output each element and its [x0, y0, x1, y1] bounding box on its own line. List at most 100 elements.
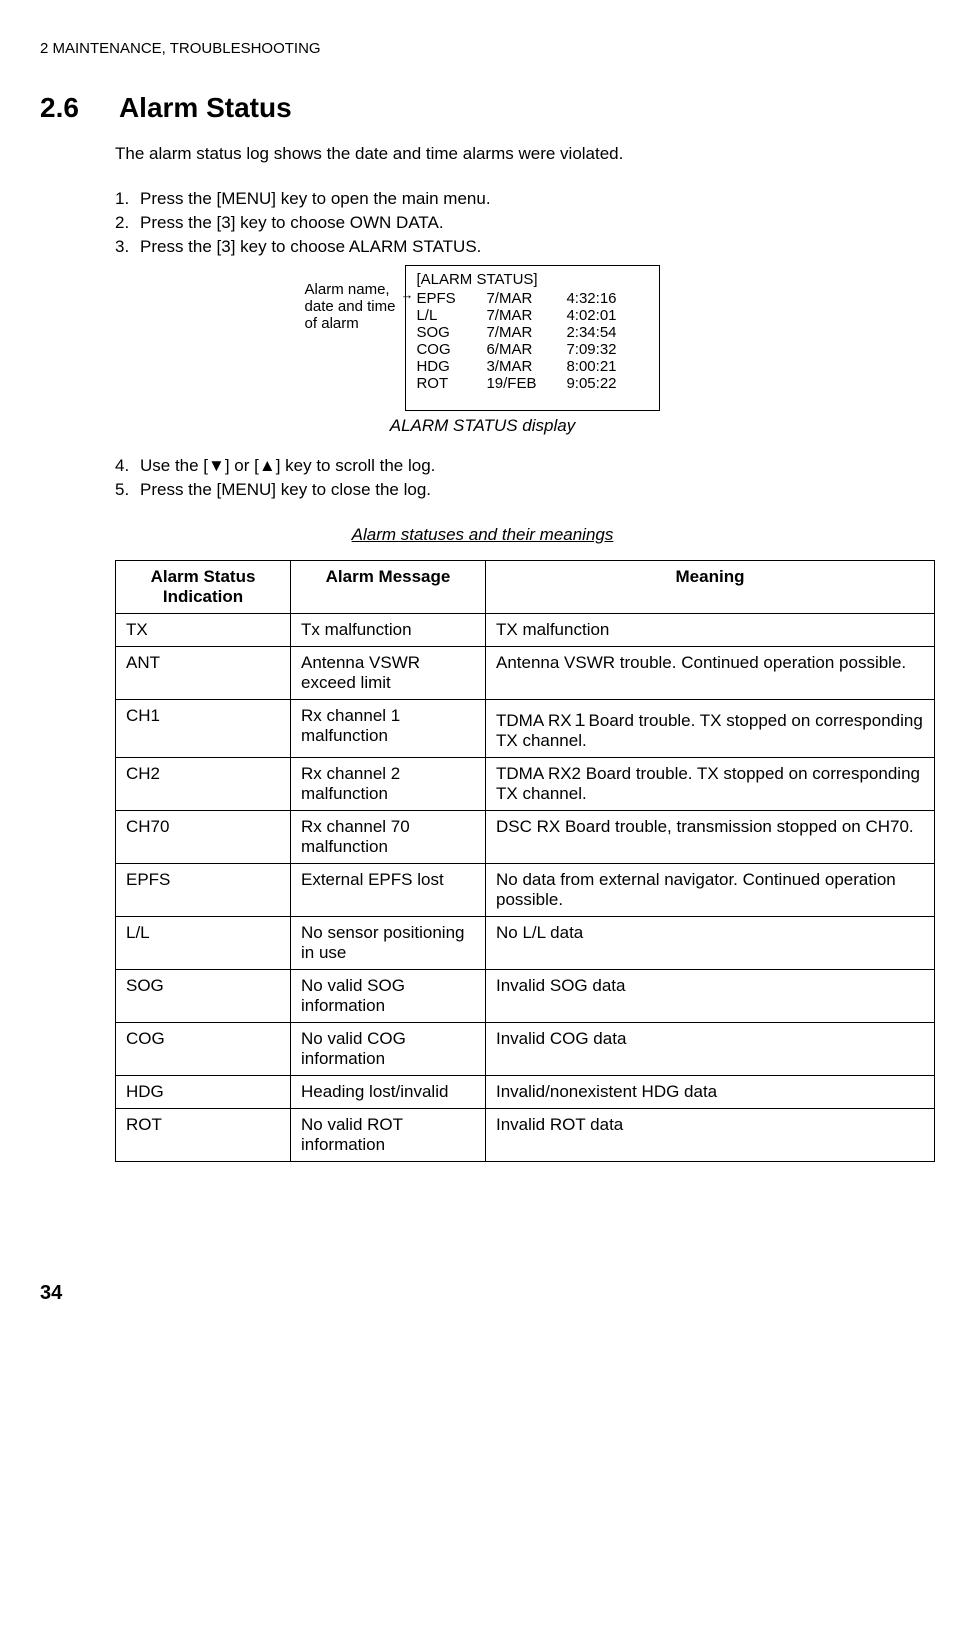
alarm-date: 19/FEB: [486, 375, 566, 392]
alarm-time: 7:09:32: [566, 341, 649, 358]
step-num: 1.: [115, 189, 140, 209]
section-title: Alarm Status: [119, 92, 292, 124]
cell-message: Tx malfunction: [291, 614, 486, 647]
col-header-message: Alarm Message: [291, 561, 486, 614]
step-item: 2. Press the [3] key to choose OWN DATA.: [115, 213, 925, 233]
col-header-indication: Alarm Status Indication: [116, 561, 291, 614]
cell-indication: COG: [116, 1023, 291, 1076]
cell-message: No valid COG information: [291, 1023, 486, 1076]
step-num: 5.: [115, 480, 140, 500]
table-row: L/L No sensor positioning in use No L/L …: [116, 917, 935, 970]
cell-indication: ROT: [116, 1109, 291, 1162]
cell-indication: CH1: [116, 700, 291, 758]
cell-meaning: Invalid/nonexistent HDG data: [486, 1076, 935, 1109]
alarm-time: 9:05:22: [566, 375, 649, 392]
step-item: 1. Press the [MENU] key to open the main…: [115, 189, 925, 209]
alarm-name: SOG: [416, 324, 486, 341]
cell-indication: CH70: [116, 811, 291, 864]
alarm-log-row: SOG 7/MAR 2:34:54: [416, 324, 649, 341]
steps-list-a: 1. Press the [MENU] key to open the main…: [115, 189, 925, 257]
cell-meaning: No data from external navigator. Continu…: [486, 864, 935, 917]
alarm-log-row: HDG 3/MAR 8:00:21: [416, 358, 649, 375]
table-row: EPFS External EPFS lost No data from ext…: [116, 864, 935, 917]
cell-meaning: No L/L data: [486, 917, 935, 970]
table-row: CH2 Rx channel 2 malfunction TDMA RX2 Bo…: [116, 758, 935, 811]
step-num: 2.: [115, 213, 140, 233]
cell-indication: EPFS: [116, 864, 291, 917]
alarm-time: 8:00:21: [566, 358, 649, 375]
cell-meaning: DSC RX Board trouble, transmission stopp…: [486, 811, 935, 864]
alarm-log-row: EPFS 7/MAR 4:32:16: [416, 290, 649, 307]
alarm-name: ROT: [416, 375, 486, 392]
step-text: Press the [3] key to choose ALARM STATUS…: [140, 237, 925, 257]
step-item: 5. Press the [MENU] key to close the log…: [115, 480, 925, 500]
diagram-label-3: of alarm: [305, 315, 396, 332]
cell-message: No sensor positioning in use: [291, 917, 486, 970]
step-num: 4.: [115, 456, 140, 476]
alarm-name: COG: [416, 341, 486, 358]
cell-meaning: Antenna VSWR trouble. Continued operatio…: [486, 647, 935, 700]
cell-indication: SOG: [116, 970, 291, 1023]
alarm-log-row: L/L 7/MAR 4:02:01: [416, 307, 649, 324]
cell-message: Antenna VSWR exceed limit: [291, 647, 486, 700]
cell-meaning: Invalid COG data: [486, 1023, 935, 1076]
table-row: ROT No valid ROT information Invalid ROT…: [116, 1109, 935, 1162]
step-text: Use the [▼] or [▲] key to scroll the log…: [140, 456, 925, 476]
table-row: SOG No valid SOG information Invalid SOG…: [116, 970, 935, 1023]
step-text: Press the [3] key to choose OWN DATA.: [140, 213, 925, 233]
step-item: 3. Press the [3] key to choose ALARM STA…: [115, 237, 925, 257]
cell-indication: CH2: [116, 758, 291, 811]
cell-indication: ANT: [116, 647, 291, 700]
step-text: Press the [MENU] key to close the log.: [140, 480, 925, 500]
alarm-date: 7/MAR: [486, 307, 566, 324]
alarm-status-diagram: Alarm name,→ date and time of alarm [ALA…: [40, 265, 925, 411]
alarm-time: 4:32:16: [566, 290, 649, 307]
table-row: HDG Heading lost/invalid Invalid/nonexis…: [116, 1076, 935, 1109]
cell-message: Heading lost/invalid: [291, 1076, 486, 1109]
table-row: CH1 Rx channel 1 malfunction TDMA RX１Boa…: [116, 700, 935, 758]
arrow-icon: →: [400, 287, 413, 302]
alarm-box-title: [ALARM STATUS]: [416, 271, 649, 288]
cell-meaning: Invalid SOG data: [486, 970, 935, 1023]
alarm-date: 3/MAR: [486, 358, 566, 375]
alarm-time: 4:02:01: [566, 307, 649, 324]
step-text: Press the [MENU] key to open the main me…: [140, 189, 925, 209]
col-header-meaning: Meaning: [486, 561, 935, 614]
cell-message: Rx channel 70 malfunction: [291, 811, 486, 864]
table-header-row: Alarm Status Indication Alarm Message Me…: [116, 561, 935, 614]
table-row: COG No valid COG information Invalid COG…: [116, 1023, 935, 1076]
alarm-time: 2:34:54: [566, 324, 649, 341]
step-item: 4. Use the [▼] or [▲] key to scroll the …: [115, 456, 925, 476]
cell-meaning: TX malfunction: [486, 614, 935, 647]
table-row: ANT Antenna VSWR exceed limit Antenna VS…: [116, 647, 935, 700]
alarm-name: HDG: [416, 358, 486, 375]
section-intro: The alarm status log shows the date and …: [115, 144, 925, 164]
cell-message: Rx channel 2 malfunction: [291, 758, 486, 811]
alarm-log-row: COG 6/MAR 7:09:32: [416, 341, 649, 358]
diagram-label-1: Alarm name,: [305, 281, 390, 298]
alarm-status-box: [ALARM STATUS] EPFS 7/MAR 4:32:16 L/L 7/…: [405, 265, 660, 411]
page-number: 34: [40, 1282, 925, 1305]
alarm-statuses-table: Alarm Status Indication Alarm Message Me…: [115, 560, 935, 1162]
diagram-annotation: Alarm name,→ date and time of alarm: [305, 281, 396, 332]
alarm-name: EPFS: [416, 290, 486, 307]
section-number: 2.6: [40, 92, 79, 124]
cell-message: Rx channel 1 malfunction: [291, 700, 486, 758]
cell-message: No valid SOG information: [291, 970, 486, 1023]
cell-indication: L/L: [116, 917, 291, 970]
cell-meaning: TDMA RX2 Board trouble. TX stopped on co…: [486, 758, 935, 811]
cell-indication: TX: [116, 614, 291, 647]
table-row: CH70 Rx channel 70 malfunction DSC RX Bo…: [116, 811, 935, 864]
diagram-caption: ALARM STATUS display: [40, 416, 925, 436]
cell-meaning: TDMA RX１Board trouble. TX stopped on cor…: [486, 700, 935, 758]
step-num: 3.: [115, 237, 140, 257]
alarm-log-row: ROT 19/FEB 9:05:22: [416, 375, 649, 392]
diagram-label-2: date and time: [305, 298, 396, 315]
chapter-header: 2 MAINTENANCE, TROUBLESHOOTING: [40, 40, 925, 57]
alarm-date: 7/MAR: [486, 324, 566, 341]
cell-message: No valid ROT information: [291, 1109, 486, 1162]
alarm-date: 6/MAR: [486, 341, 566, 358]
alarm-date: 7/MAR: [486, 290, 566, 307]
cell-message: External EPFS lost: [291, 864, 486, 917]
alarm-name: L/L: [416, 307, 486, 324]
